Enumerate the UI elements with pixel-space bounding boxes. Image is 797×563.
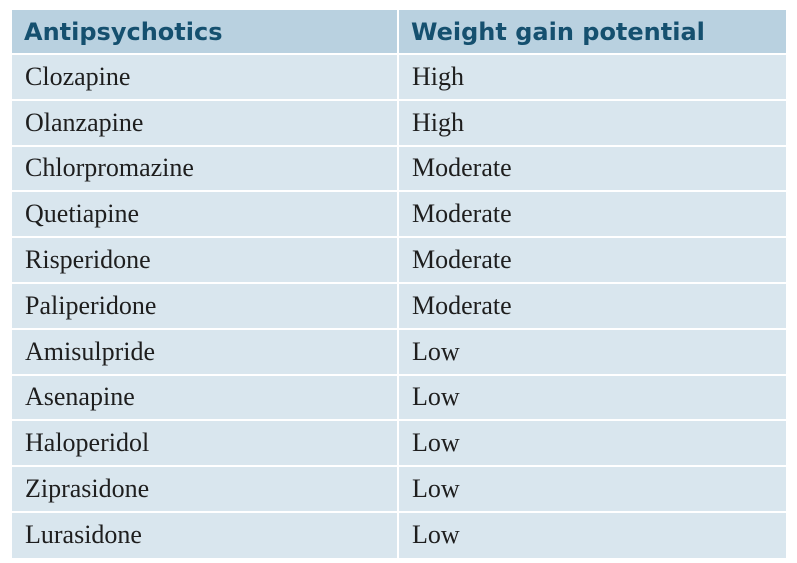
- cell-drug: Paliperidone: [12, 282, 399, 330]
- cell-weight-gain: Moderate: [398, 282, 786, 330]
- table-row: Quetiapine Moderate: [12, 191, 786, 239]
- cell-drug: Ziprasidone: [12, 466, 399, 513]
- cell-weight-gain: High: [398, 99, 786, 147]
- table-row: Paliperidone Moderate: [12, 282, 786, 330]
- cell-weight-gain: Low: [398, 420, 786, 468]
- cell-drug: Quetiapine: [12, 191, 399, 239]
- header-antipsychotics: Antipsychotics: [12, 10, 399, 55]
- cell-weight-gain: Moderate: [398, 191, 786, 239]
- cell-drug: Asenapine: [12, 374, 399, 422]
- cell-weight-gain: Moderate: [398, 145, 786, 193]
- table-body: Clozapine High Olanzapine High Chlorprom…: [12, 54, 786, 558]
- cell-weight-gain: High: [398, 54, 786, 101]
- table-header: Antipsychotics Weight gain potential: [12, 10, 786, 55]
- cell-weight-gain: Moderate: [398, 237, 786, 284]
- data-table: Antipsychotics Weight gain potential Clo…: [12, 10, 786, 558]
- cell-weight-gain: Low: [398, 466, 786, 513]
- header-row: Antipsychotics Weight gain potential: [12, 10, 786, 55]
- table-row: Risperidone Moderate: [12, 237, 786, 284]
- cell-weight-gain: Low: [398, 328, 786, 376]
- table-row: Clozapine High: [12, 54, 786, 101]
- table-row: Haloperidol Low: [12, 420, 786, 468]
- cell-drug: Olanzapine: [12, 99, 399, 147]
- table-row: Amisulpride Low: [12, 328, 786, 376]
- cell-drug: Risperidone: [12, 237, 399, 284]
- table-row: Olanzapine High: [12, 99, 786, 147]
- cell-drug: Haloperidol: [12, 420, 399, 468]
- cell-drug: Amisulpride: [12, 328, 399, 376]
- table-row: Asenapine Low: [12, 374, 786, 422]
- table-row: Lurasidone Low: [12, 511, 786, 558]
- cell-drug: Clozapine: [12, 54, 399, 101]
- header-weight-gain-potential: Weight gain potential: [398, 10, 786, 55]
- cell-drug: Chlorpromazine: [12, 145, 399, 193]
- antipsychotics-weight-gain-table: Antipsychotics Weight gain potential Clo…: [12, 10, 786, 558]
- cell-weight-gain: Low: [398, 511, 786, 558]
- table-row: Ziprasidone Low: [12, 466, 786, 513]
- table-row: Chlorpromazine Moderate: [12, 145, 786, 193]
- cell-weight-gain: Low: [398, 374, 786, 422]
- cell-drug: Lurasidone: [12, 511, 399, 558]
